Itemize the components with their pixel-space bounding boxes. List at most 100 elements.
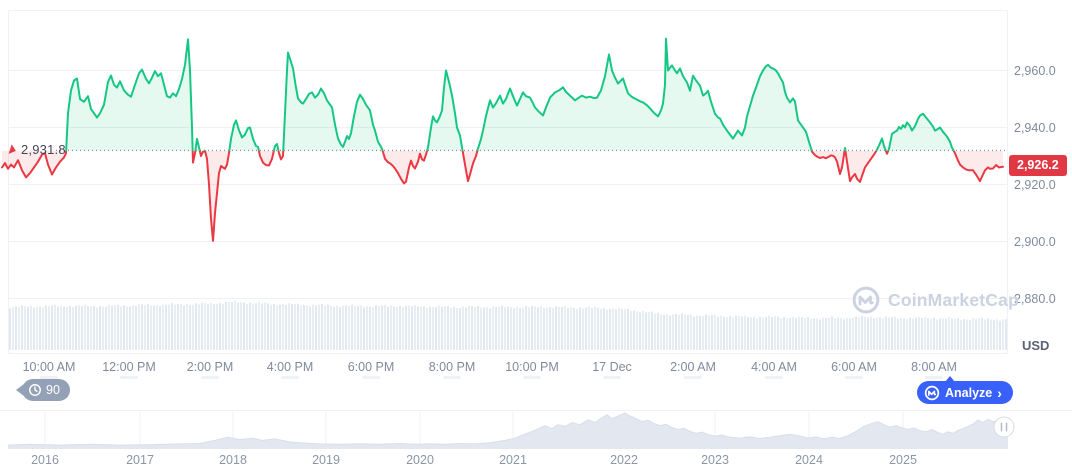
volume-bar	[684, 314, 686, 350]
volume-bar	[375, 305, 377, 350]
volume-bar	[102, 306, 104, 350]
volume-bar	[921, 318, 923, 350]
volume-bar	[480, 307, 482, 350]
volume-bar	[207, 303, 209, 350]
volume-bar	[621, 309, 623, 350]
analyze-label: Analyze	[945, 385, 993, 400]
volume-bar	[960, 320, 962, 350]
volume-bar	[60, 305, 62, 350]
y-axis-tick-label: 2,960.0	[1014, 64, 1056, 78]
volume-bar	[264, 302, 266, 350]
volume-bar	[777, 316, 779, 350]
volume-bar	[744, 315, 746, 350]
volume-bar	[780, 318, 782, 350]
volume-bar	[363, 307, 365, 350]
volume-bar	[879, 317, 881, 350]
volume-bar	[717, 316, 719, 350]
volume-bar	[711, 314, 713, 350]
volume-bar	[906, 319, 908, 350]
volume-bar	[783, 316, 785, 350]
volume-bar	[624, 309, 626, 350]
volume-bar	[144, 305, 146, 350]
volume-bar	[42, 307, 44, 350]
volume-bar	[795, 317, 797, 350]
volume-bar	[309, 306, 311, 350]
volume-bar	[372, 306, 374, 350]
x-axis-tick-label: 10:00 AM	[23, 360, 76, 374]
volume-bar	[351, 304, 353, 350]
volume-bar	[978, 318, 980, 350]
volume-bar	[270, 304, 272, 350]
watermark: CoinMarketCap	[851, 285, 1019, 315]
volume-bar	[864, 316, 866, 350]
volume-bar	[306, 305, 308, 350]
navigator-year-label: 2017	[126, 453, 154, 467]
volume-bar	[819, 319, 821, 350]
volume-bar	[201, 302, 203, 350]
volume-bar	[423, 306, 425, 350]
volume-bar	[189, 305, 191, 350]
volume-bar	[216, 303, 218, 350]
volume-bar	[900, 317, 902, 350]
x-axis-tick-mark	[281, 376, 299, 379]
volume-bar	[300, 305, 302, 350]
volume-bar	[147, 303, 149, 350]
volume-bar	[786, 318, 788, 350]
volume-bar	[594, 306, 596, 350]
volume-bar	[909, 317, 911, 350]
navigator-handle[interactable]	[993, 416, 1015, 438]
volume-bar	[696, 315, 698, 350]
volume-bar	[231, 301, 233, 350]
volume-bar	[789, 318, 791, 350]
volume-bar	[96, 307, 98, 350]
volume-bar	[408, 305, 410, 350]
x-axis-tick-mark	[925, 376, 943, 379]
volume-bar	[366, 306, 368, 350]
volume-bar	[210, 302, 212, 350]
volume-bar	[759, 316, 761, 350]
volume-bar	[528, 307, 530, 350]
volume-bar	[762, 317, 764, 350]
volume-bar	[939, 318, 941, 350]
volume-bar	[255, 303, 257, 350]
volume-bar	[369, 306, 371, 350]
volume-bar	[465, 307, 467, 350]
volume-bar	[639, 312, 641, 350]
volume-bar	[933, 317, 935, 350]
volume-bar	[681, 313, 683, 350]
x-axis-tick-mark	[362, 376, 380, 379]
volume-bar	[504, 307, 506, 350]
volume-bar	[963, 319, 965, 350]
navigator-year-label: 2018	[219, 453, 247, 467]
volume-bar	[903, 318, 905, 350]
volume-bar	[399, 305, 401, 350]
volume-bar	[570, 307, 572, 350]
volume-bar	[495, 306, 497, 350]
volume-bar	[435, 307, 437, 350]
volume-bar	[39, 306, 41, 350]
volume-bar	[141, 304, 143, 350]
volume-bar	[840, 318, 842, 350]
volume-bar	[30, 305, 32, 350]
volume-bar	[159, 306, 161, 350]
volume-bar	[558, 306, 560, 350]
volume-bar	[51, 305, 53, 350]
volume-bar	[672, 314, 674, 350]
volume-bar	[186, 304, 188, 350]
volume-bar	[891, 317, 893, 350]
open-price-value: 2,931.8	[21, 142, 66, 157]
volume-bar	[714, 314, 716, 350]
volume-bar	[204, 303, 206, 350]
volume-bar	[315, 305, 317, 350]
volume-bar	[390, 305, 392, 350]
navigator-year-label: 2023	[701, 453, 729, 467]
volume-bar	[171, 303, 173, 350]
analyze-button[interactable]: Analyze ›	[917, 376, 1013, 404]
volume-bar	[588, 306, 590, 350]
volume-bar	[597, 307, 599, 350]
navigator-year-label: 2024	[795, 453, 823, 467]
volume-bar	[75, 305, 77, 350]
volume-bar	[180, 304, 182, 350]
volume-bar	[12, 307, 14, 350]
volume-bar	[774, 316, 776, 350]
